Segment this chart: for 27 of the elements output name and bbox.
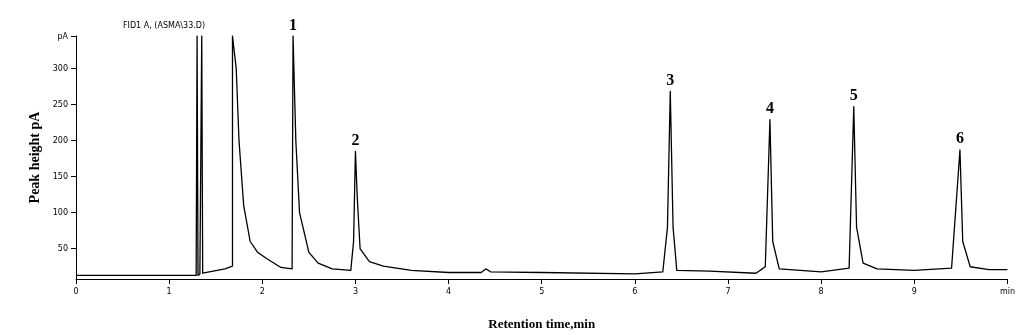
x-tick-label: 5 [539,286,545,296]
y-tick-label: pA [57,31,69,41]
y-tick-label: 300 [52,63,68,73]
x-tick-label: 6 [632,286,638,296]
x-tick-label: 9 [911,286,917,296]
x-tick-label: 4 [446,286,452,296]
x-tick-label: 3 [352,286,358,296]
y-tick-label: 50 [57,244,68,254]
annotation: 2 [351,130,360,148]
y-tick-label: 250 [52,100,68,109]
chart-title: FID1 A, (ASMA\33.D) [123,20,206,30]
annotation: 3 [666,71,675,89]
y-axis-title: Peak height pA [27,110,43,204]
x-tick-label: min [999,286,1015,296]
annotation: 4 [765,99,774,117]
x-tick-label: 8 [818,286,824,296]
annotation: 5 [849,86,858,104]
y-tick-label: 100 [52,208,68,218]
x-axis-title: Retention time,min [488,316,596,331]
x-tick-label: 7 [725,286,731,296]
annotation: 6 [955,129,964,147]
x-tick-label: 1 [166,286,172,296]
y-tick-label: 150 [52,172,68,182]
y-tick-label: 200 [52,136,68,146]
x-tick-label: 2 [259,286,265,296]
annotation: 1 [289,15,298,33]
x-tick-label: 0 [73,286,79,296]
